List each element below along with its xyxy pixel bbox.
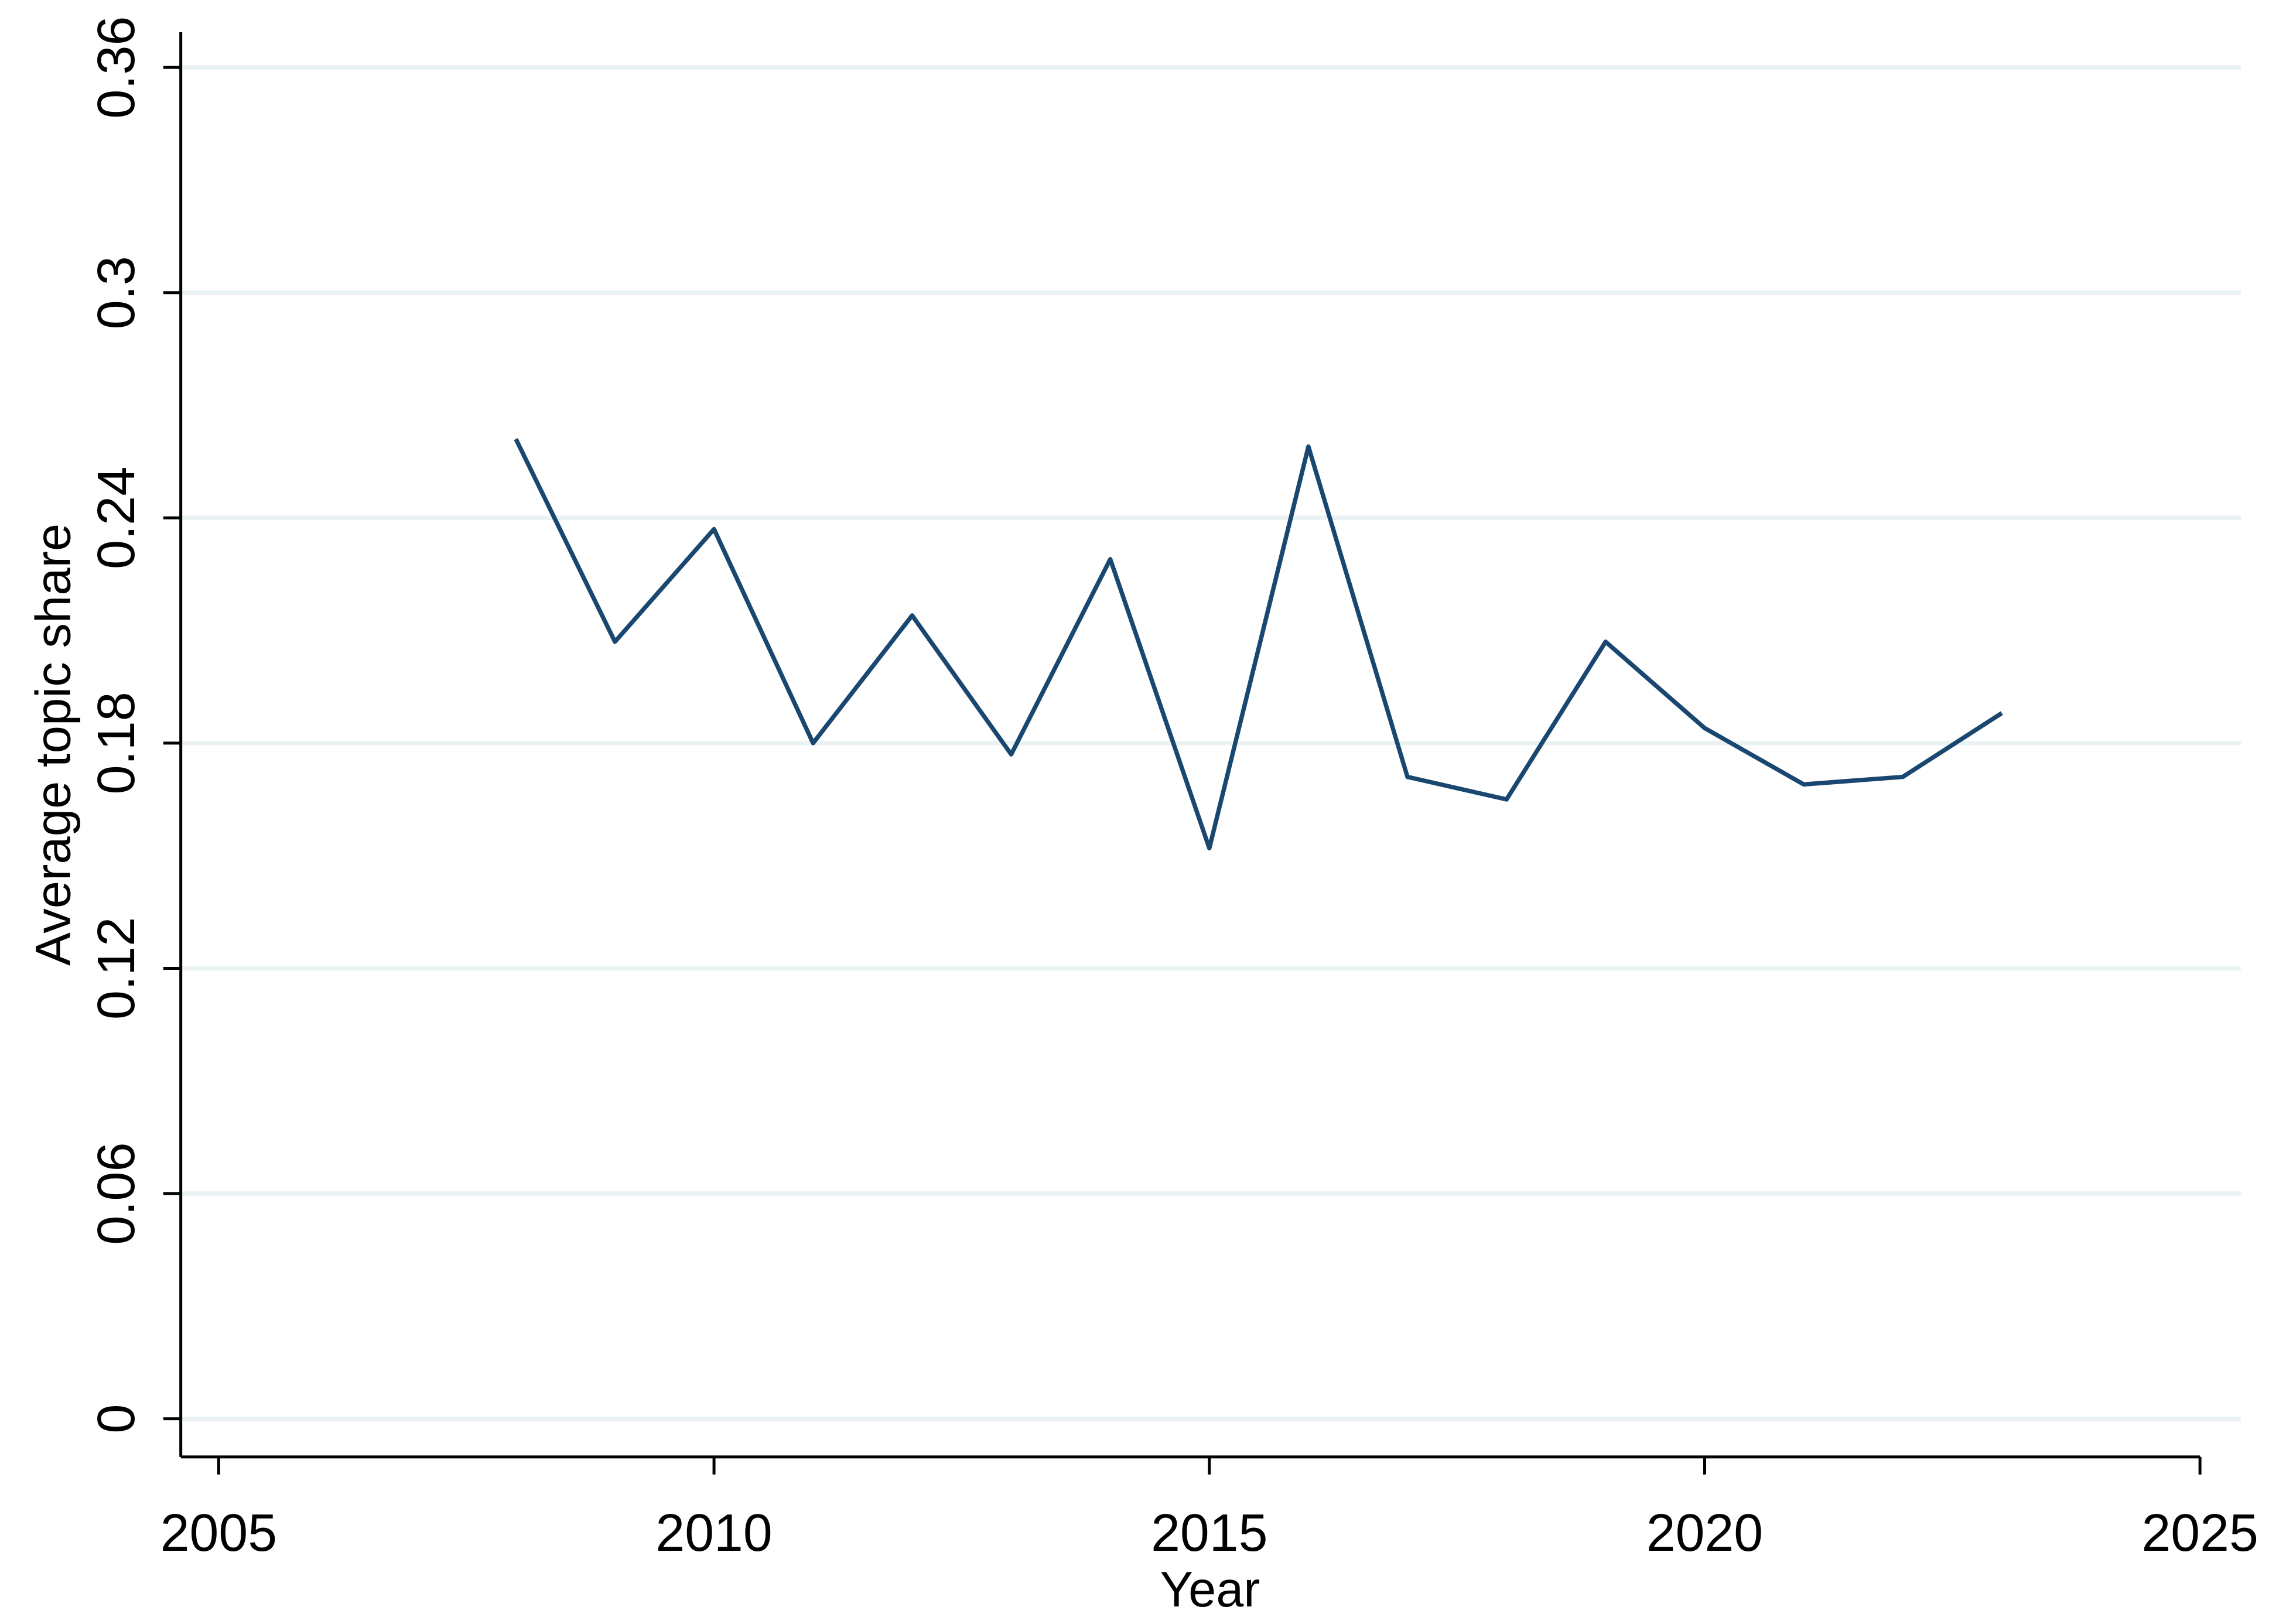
y-tick-label: 0.18 (87, 692, 146, 794)
y-tick-label: 0.36 (87, 16, 146, 118)
y-tick-label: 0.24 (87, 467, 146, 569)
y-axis-title: Average topic share (25, 524, 81, 966)
data-line (514, 438, 2003, 851)
x-tick-label: 2010 (655, 1504, 772, 1563)
x-axis-title: Year (1160, 1561, 1260, 1617)
y-tick-label: 0.3 (87, 256, 146, 329)
y-tick-label: 0 (87, 1404, 146, 1434)
x-tick-label: 2020 (1646, 1504, 1763, 1563)
x-tick-label: 2025 (2141, 1504, 2258, 1563)
x-tick-label: 2015 (1151, 1504, 1267, 1563)
x-tick-label: 2005 (160, 1504, 277, 1563)
y-tick-label: 0.06 (87, 1142, 146, 1245)
y-tick-label: 0.12 (87, 917, 146, 1020)
